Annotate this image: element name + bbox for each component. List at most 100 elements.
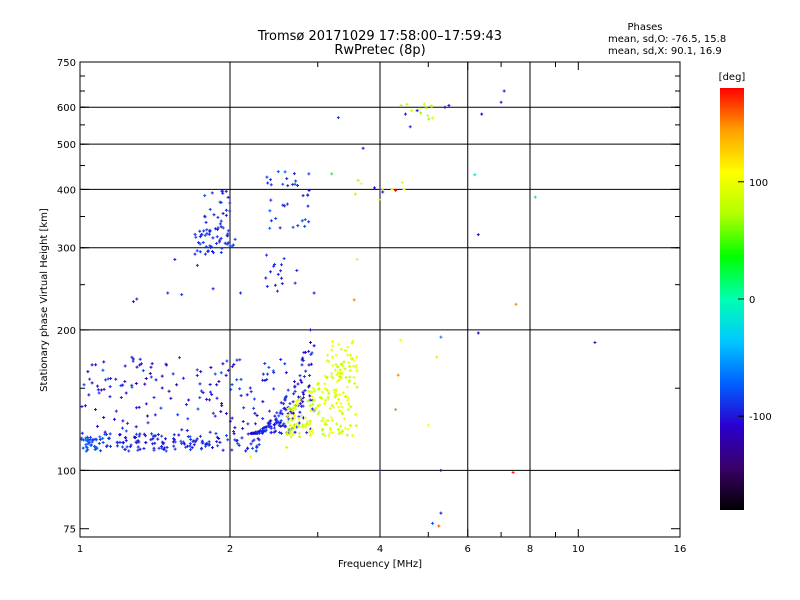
data-point bbox=[224, 189, 228, 193]
data-point bbox=[282, 402, 286, 406]
data-point bbox=[269, 219, 273, 223]
data-point bbox=[293, 389, 297, 393]
data-point bbox=[217, 379, 221, 383]
data-point bbox=[327, 391, 331, 395]
data-point bbox=[216, 444, 220, 448]
data-point bbox=[255, 413, 259, 417]
data-point bbox=[308, 404, 312, 408]
data-point bbox=[346, 427, 350, 431]
data-point bbox=[210, 191, 214, 195]
data-point bbox=[164, 362, 168, 366]
data-point bbox=[359, 182, 363, 186]
data-point bbox=[209, 390, 213, 394]
data-point bbox=[136, 445, 140, 449]
data-point bbox=[125, 445, 129, 449]
data-point bbox=[104, 378, 108, 382]
y-tick-label: 750 bbox=[57, 58, 76, 69]
data-point bbox=[302, 392, 306, 396]
data-point bbox=[339, 424, 343, 428]
data-point bbox=[148, 372, 152, 376]
data-point bbox=[284, 395, 288, 399]
data-point bbox=[230, 365, 234, 369]
data-point bbox=[346, 353, 350, 357]
data-point bbox=[203, 194, 207, 198]
data-point bbox=[199, 447, 203, 451]
data-point bbox=[293, 430, 297, 434]
data-point bbox=[119, 396, 123, 399]
data-point bbox=[340, 431, 344, 435]
data-point bbox=[311, 431, 315, 435]
data-point bbox=[218, 238, 222, 242]
data-point bbox=[323, 434, 327, 438]
data-point bbox=[307, 172, 311, 176]
data-point bbox=[258, 428, 262, 432]
data-point bbox=[431, 521, 435, 525]
data-point bbox=[172, 437, 176, 441]
data-point bbox=[165, 445, 169, 449]
data-point bbox=[210, 446, 214, 450]
data-point bbox=[160, 446, 164, 450]
data-point bbox=[208, 383, 212, 387]
data-point bbox=[138, 447, 142, 451]
data-point bbox=[121, 445, 125, 449]
data-point bbox=[209, 365, 213, 369]
data-point bbox=[265, 175, 269, 179]
data-point bbox=[163, 437, 167, 441]
data-point bbox=[162, 441, 166, 445]
data-point bbox=[186, 435, 190, 439]
data-point bbox=[118, 433, 122, 437]
data-point bbox=[325, 375, 329, 379]
data-point bbox=[226, 195, 230, 199]
data-point bbox=[137, 434, 141, 438]
data-point bbox=[264, 428, 268, 432]
data-point bbox=[255, 445, 259, 449]
data-point bbox=[312, 344, 316, 348]
data-point bbox=[230, 416, 234, 420]
data-point bbox=[288, 423, 292, 427]
data-point bbox=[302, 375, 306, 379]
data-point bbox=[335, 401, 339, 405]
data-point bbox=[275, 411, 279, 415]
data-point bbox=[298, 374, 302, 378]
data-point bbox=[85, 436, 89, 440]
data-point bbox=[216, 215, 220, 219]
data-point bbox=[216, 227, 220, 231]
data-point bbox=[317, 410, 321, 414]
data-point bbox=[271, 369, 275, 373]
data-point bbox=[323, 382, 327, 386]
data-point bbox=[326, 418, 330, 422]
data-point bbox=[333, 390, 337, 394]
data-point bbox=[287, 413, 291, 417]
data-point bbox=[130, 355, 134, 359]
data-point bbox=[135, 441, 139, 445]
data-point bbox=[268, 409, 272, 413]
data-point bbox=[198, 229, 202, 233]
data-point bbox=[348, 368, 352, 372]
data-point bbox=[248, 386, 252, 390]
data-point bbox=[173, 447, 177, 451]
data-point bbox=[276, 170, 280, 174]
data-point bbox=[323, 374, 327, 378]
data-point bbox=[292, 392, 296, 396]
data-point bbox=[302, 351, 306, 355]
data-point bbox=[335, 380, 339, 384]
chart-title: Tromsø 20171029 17:58:00–17:59:43 bbox=[257, 29, 502, 44]
data-point bbox=[229, 388, 233, 392]
data-point bbox=[201, 241, 205, 245]
data-point bbox=[401, 180, 405, 184]
data-point bbox=[152, 395, 156, 399]
data-point bbox=[182, 440, 186, 444]
data-point bbox=[224, 208, 228, 212]
data-point bbox=[282, 406, 286, 410]
data-point bbox=[205, 228, 209, 232]
data-point bbox=[308, 328, 312, 332]
data-point bbox=[198, 235, 202, 239]
data-point bbox=[331, 376, 335, 380]
data-point bbox=[316, 404, 320, 408]
data-point bbox=[213, 414, 217, 418]
data-point bbox=[306, 399, 310, 403]
data-point bbox=[310, 407, 314, 411]
data-point bbox=[210, 392, 214, 396]
data-point bbox=[127, 449, 131, 453]
data-point bbox=[88, 377, 92, 381]
